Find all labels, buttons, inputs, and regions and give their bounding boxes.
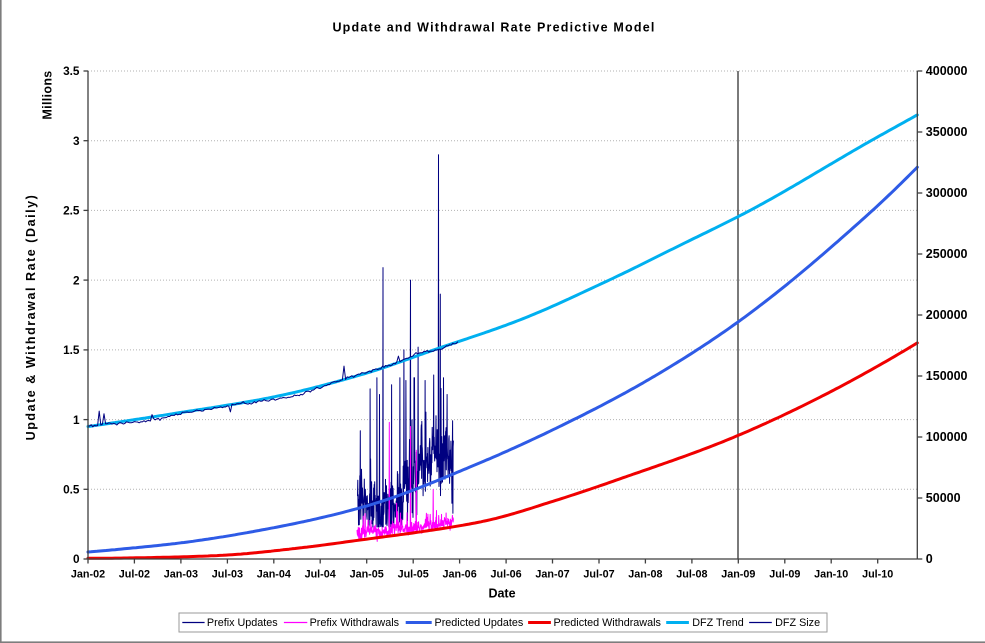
svg-text:Jul-03: Jul-03 — [212, 569, 243, 581]
svg-text:Update and Withdrawal Rate Pre: Update and Withdrawal Rate Predictive Mo… — [332, 20, 655, 34]
svg-text:2: 2 — [73, 273, 80, 287]
svg-text:Jul-06: Jul-06 — [490, 569, 521, 581]
svg-text:Predicted Withdrawals: Predicted Withdrawals — [554, 617, 662, 629]
svg-text:Jan-02: Jan-02 — [71, 569, 105, 581]
svg-text:150000: 150000 — [926, 369, 968, 383]
svg-text:0.5: 0.5 — [63, 483, 80, 497]
svg-text:0: 0 — [73, 552, 80, 566]
svg-text:DFZ Size: DFZ Size — [775, 617, 820, 629]
svg-text:200000: 200000 — [926, 308, 968, 322]
svg-text:250000: 250000 — [926, 247, 968, 261]
svg-text:Jul-07: Jul-07 — [583, 569, 614, 581]
svg-text:400000: 400000 — [926, 64, 968, 78]
svg-text:100000: 100000 — [926, 430, 968, 444]
svg-text:1.5: 1.5 — [63, 343, 80, 357]
svg-text:50000: 50000 — [926, 491, 961, 505]
svg-text:2.5: 2.5 — [63, 204, 80, 218]
svg-text:Jul-08: Jul-08 — [676, 569, 707, 581]
svg-text:Jul-10: Jul-10 — [862, 569, 893, 581]
svg-text:Jan-10: Jan-10 — [814, 569, 848, 581]
svg-text:Jan-08: Jan-08 — [628, 569, 662, 581]
svg-text:0: 0 — [926, 552, 933, 566]
svg-text:Jan-09: Jan-09 — [721, 569, 755, 581]
svg-text:Millions: Millions — [41, 70, 55, 119]
svg-text:Jul-04: Jul-04 — [305, 569, 336, 581]
svg-text:DFZ Trend: DFZ Trend — [692, 617, 744, 629]
svg-text:Jan-06: Jan-06 — [442, 569, 476, 581]
svg-text:Date: Date — [488, 587, 515, 601]
svg-text:Jul-09: Jul-09 — [769, 569, 800, 581]
svg-text:3: 3 — [73, 134, 80, 148]
svg-text:Predicted Updates: Predicted Updates — [435, 617, 524, 629]
svg-text:Prefix Updates: Prefix Updates — [207, 617, 278, 629]
svg-text:Jul-02: Jul-02 — [119, 569, 150, 581]
svg-text:350000: 350000 — [926, 125, 968, 139]
svg-text:Jan-07: Jan-07 — [535, 569, 569, 581]
svg-text:Jan-03: Jan-03 — [164, 569, 198, 581]
svg-text:Jan-04: Jan-04 — [257, 569, 291, 581]
svg-text:Jan-05: Jan-05 — [350, 569, 384, 581]
svg-text:300000: 300000 — [926, 186, 968, 200]
svg-text:Prefix Withdrawals: Prefix Withdrawals — [310, 617, 400, 629]
svg-text:Jul-05: Jul-05 — [398, 569, 429, 581]
svg-text:3.5: 3.5 — [63, 64, 80, 78]
svg-text:1: 1 — [73, 413, 80, 427]
svg-text:Update & Withdrawal Rate (Dail: Update & Withdrawal Rate (Daily) — [24, 194, 38, 441]
